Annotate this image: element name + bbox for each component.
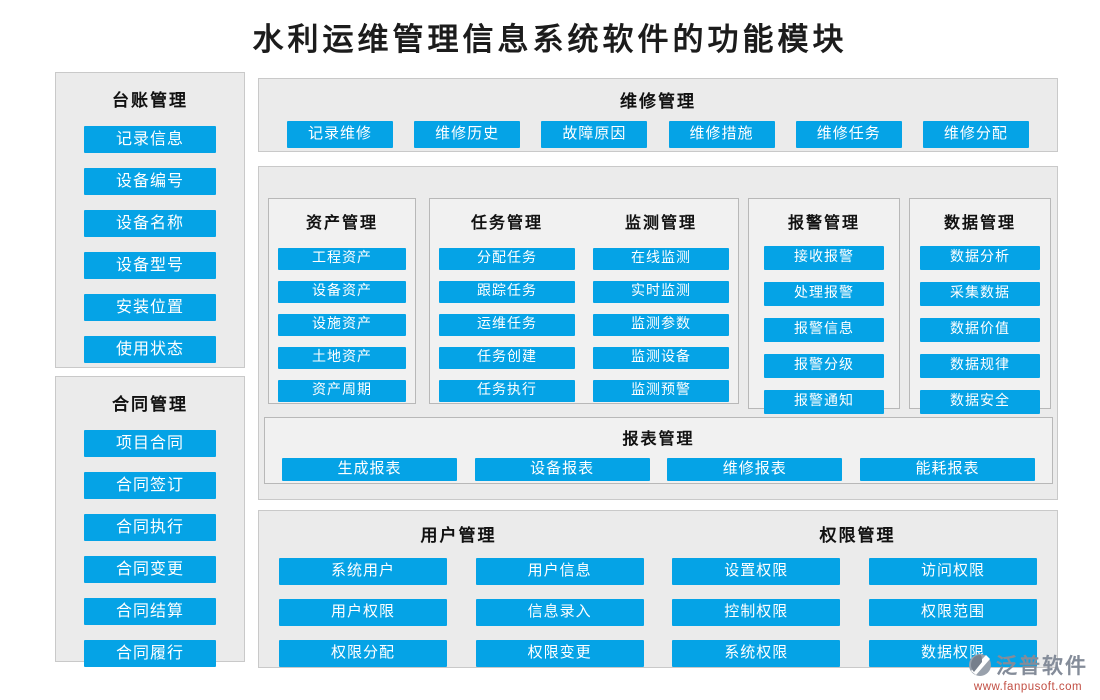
- button-data-permission[interactable]: 数据权限: [868, 640, 1037, 667]
- task-header: 任务管理: [470, 215, 543, 232]
- button-repair-history[interactable]: 维修历史: [414, 121, 521, 148]
- button-contract-change[interactable]: 合同变更: [84, 556, 216, 583]
- button-facility-assets[interactable]: 设施资产: [278, 314, 406, 336]
- button-monitoring-params[interactable]: 监测参数: [593, 314, 729, 336]
- page-title: 水利运维管理信息系统软件的功能模块: [252, 22, 848, 57]
- button-repair-task[interactable]: 维修任务: [795, 121, 902, 148]
- button-energy-report[interactable]: 能耗报表: [859, 458, 1035, 481]
- button-system-user[interactable]: 系统用户: [279, 558, 447, 585]
- button-monitoring-warning[interactable]: 监测预警: [593, 380, 729, 402]
- button-monitoring-devices[interactable]: 监测设备: [593, 347, 729, 369]
- panel-middle-modules: 资产管理 工程资产 设备资产 设施资产 土地资产 资产周期 任务管理 分配任务 …: [258, 166, 1058, 500]
- button-install-location[interactable]: 安装位置: [84, 294, 216, 321]
- button-data-analysis[interactable]: 数据分析: [920, 246, 1040, 270]
- button-repair-measures[interactable]: 维修措施: [668, 121, 775, 148]
- button-create-task[interactable]: 任务创建: [439, 347, 575, 369]
- alarm-header: 报警管理: [787, 215, 860, 232]
- panel-contract-management: 合同管理 项目合同 合同签订 合同执行 合同变更 合同结算 合同履行: [55, 376, 245, 667]
- button-generate-report[interactable]: 生成报表: [282, 458, 457, 481]
- asset-header: 资产管理: [305, 215, 378, 232]
- button-realtime-monitoring[interactable]: 实时监测: [593, 281, 729, 303]
- monitoring-header: 监测管理: [624, 215, 697, 232]
- button-data-security[interactable]: 数据安全: [920, 390, 1040, 414]
- button-device-name[interactable]: 设备名称: [84, 210, 216, 237]
- panel-user-permission: 用户管理 权限管理 系统用户 用户信息 设置权限 访问权限 用户权限 信息录入 …: [258, 510, 1058, 668]
- button-equipment-assets[interactable]: 设备资产: [278, 281, 406, 303]
- button-execute-task[interactable]: 任务执行: [439, 380, 575, 402]
- button-record-info[interactable]: 记录信息: [84, 126, 216, 153]
- button-om-task[interactable]: 运维任务: [439, 314, 575, 336]
- button-info-entry[interactable]: 信息录入: [475, 599, 644, 626]
- button-asset-lifecycle[interactable]: 资产周期: [278, 380, 406, 402]
- button-data-pattern[interactable]: 数据规律: [920, 354, 1040, 378]
- data-header: 数据管理: [943, 215, 1016, 232]
- box-asset-management: 资产管理 工程资产 设备资产 设施资产 土地资产 资产周期: [268, 198, 416, 404]
- box-report-management: 报表管理 生成报表 设备报表 维修报表 能耗报表: [264, 417, 1053, 484]
- fanpu-logo-icon: [969, 654, 991, 676]
- button-record-repair[interactable]: 记录维修: [287, 121, 393, 148]
- button-equipment-report[interactable]: 设备报表: [474, 458, 650, 481]
- report-button-row: 生成报表 设备报表 维修报表 能耗报表: [265, 458, 1052, 481]
- button-contract-signing[interactable]: 合同签订: [84, 472, 216, 499]
- button-repair-assignment[interactable]: 维修分配: [922, 121, 1029, 148]
- button-permission-assign[interactable]: 权限分配: [279, 640, 447, 667]
- button-contract-execution[interactable]: 合同执行: [84, 514, 216, 541]
- fanpu-logo-row: 泛普软件: [968, 650, 1088, 680]
- panel-maintenance-management: 维修管理 记录维修 维修历史 故障原因 维修措施 维修任务 维修分配: [258, 78, 1058, 152]
- button-user-permission[interactable]: 用户权限: [279, 599, 447, 626]
- bottom-headers: 用户管理 权限管理: [259, 511, 1057, 546]
- button-data-value[interactable]: 数据价值: [920, 318, 1040, 342]
- button-repair-report[interactable]: 维修报表: [667, 458, 843, 481]
- fanpu-logo-url: www.fanpusoft.com: [973, 681, 1083, 693]
- button-land-assets[interactable]: 土地资产: [278, 347, 406, 369]
- panel-ledger-management: 台账管理 记录信息 设备编号 设备名称 设备型号 安装位置 使用状态: [55, 72, 245, 368]
- maintenance-button-row: 记录维修 维修历史 故障原因 维修措施 维修任务 维修分配: [259, 121, 1057, 148]
- button-alarm-grading[interactable]: 报警分级: [764, 354, 884, 378]
- panel-maintenance-header: 维修管理: [620, 92, 696, 111]
- button-engineering-assets[interactable]: 工程资产: [278, 248, 406, 270]
- box-data-management: 数据管理 数据分析 采集数据 数据价值 数据规律 数据安全: [909, 198, 1051, 414]
- button-permission-change[interactable]: 权限变更: [475, 640, 644, 667]
- button-alarm-notice[interactable]: 报警通知: [764, 390, 884, 414]
- panel-ledger-header: 台账管理: [112, 91, 188, 110]
- button-alarm-info[interactable]: 报警信息: [764, 318, 884, 342]
- button-system-permission[interactable]: 系统权限: [672, 640, 841, 667]
- button-receive-alarm[interactable]: 接收报警: [764, 246, 884, 270]
- button-device-model[interactable]: 设备型号: [84, 252, 216, 279]
- button-contract-settlement[interactable]: 合同结算: [84, 598, 216, 625]
- button-user-info[interactable]: 用户信息: [475, 558, 644, 585]
- button-permission-scope[interactable]: 权限范围: [868, 599, 1037, 626]
- button-control-permission[interactable]: 控制权限: [672, 599, 841, 626]
- box-alarm-management: 报警管理 接收报警 处理报警 报警信息 报警分级 报警通知: [748, 198, 900, 414]
- panel-contract-header: 合同管理: [112, 395, 188, 414]
- button-fault-cause[interactable]: 故障原因: [541, 121, 648, 148]
- task-column: 任务管理 分配任务 跟踪任务 运维任务 任务创建 任务执行: [430, 199, 584, 403]
- button-device-number[interactable]: 设备编号: [84, 168, 216, 195]
- permission-management-header: 权限管理: [819, 526, 896, 545]
- button-access-permission[interactable]: 访问权限: [868, 558, 1037, 585]
- button-set-permission[interactable]: 设置权限: [672, 558, 841, 585]
- button-online-monitoring[interactable]: 在线监测: [593, 248, 729, 270]
- button-data-collection[interactable]: 采集数据: [920, 282, 1040, 306]
- button-track-task[interactable]: 跟踪任务: [439, 281, 575, 303]
- user-management-header: 用户管理: [420, 526, 497, 545]
- button-usage-status[interactable]: 使用状态: [84, 336, 216, 363]
- button-handle-alarm[interactable]: 处理报警: [764, 282, 884, 306]
- button-contract-performance[interactable]: 合同履行: [84, 640, 216, 667]
- button-assign-task[interactable]: 分配任务: [439, 248, 575, 270]
- report-header: 报表管理: [622, 431, 695, 448]
- fanpu-logo: 泛普软件 www.fanpusoft.com: [968, 650, 1088, 693]
- box-task-monitoring: 任务管理 分配任务 跟踪任务 运维任务 任务创建 任务执行 监测管理 在线监测 …: [429, 198, 739, 404]
- fanpu-logo-text: 泛普软件: [996, 655, 1088, 678]
- bottom-button-grid: 系统用户 用户信息 设置权限 访问权限 用户权限 信息录入 控制权限 权限范围 …: [259, 558, 1057, 667]
- button-project-contract[interactable]: 项目合同: [84, 430, 216, 457]
- monitoring-column: 监测管理 在线监测 实时监测 监测参数 监测设备 监测预警: [584, 199, 738, 403]
